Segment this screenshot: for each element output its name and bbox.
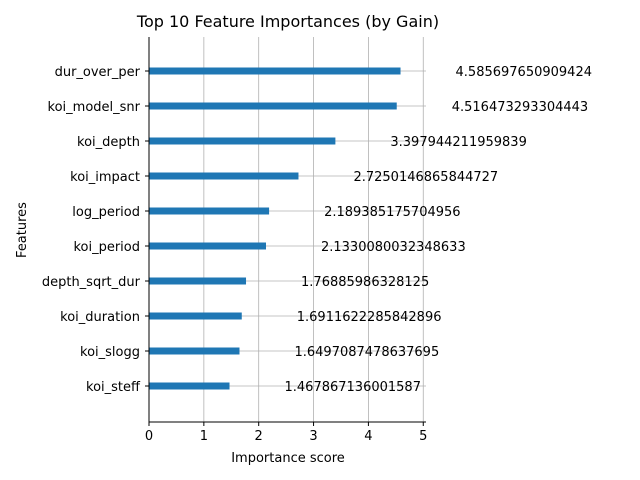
chart-title: Top 10 Feature Importances (by Gain) (136, 12, 439, 31)
value-labels-layer: 4.585697650909424 4.516473293304443 3.3979… (285, 65, 592, 395)
value-label-koi_depth: 3.397944211959839 (390, 135, 526, 150)
bar-dur_over_per (149, 67, 401, 75)
bar-koi_period (149, 242, 266, 250)
y-tick-label-koi_depth: koi_depth (77, 135, 140, 150)
x-tick-label: 3 (309, 429, 317, 444)
value-label-dur_over_per: 4.585697650909424 (456, 65, 592, 80)
y-tick-label-koi_slogg: koi_slogg (80, 345, 140, 360)
value-label-koi_model_snr: 4.516473293304443 (452, 100, 588, 115)
bar-koi_slogg (149, 347, 240, 355)
bar-koi_steff (149, 382, 230, 390)
value-label-koi_impact: 2.7250146865844727 (353, 170, 498, 185)
y-tick-label-log_period: log_period (72, 205, 140, 220)
x-tick-label: 4 (364, 429, 372, 444)
y-tick-label-koi_duration: koi_duration (60, 310, 140, 325)
value-label-depth_sqrt_dur: 1.76885986328125 (301, 275, 429, 290)
bar-koi_depth (149, 137, 336, 145)
y-tick-label-dur_over_per: dur_over_per (55, 65, 141, 80)
bar-depth_sqrt_dur (149, 277, 247, 285)
y-tick-label-depth_sqrt_dur: depth_sqrt_dur (42, 275, 141, 290)
y-axis-label: Features (15, 202, 30, 258)
x-tick-label: 0 (145, 429, 153, 444)
value-label-koi_duration: 1.6911622285842896 (297, 310, 442, 325)
value-label-koi_period: 2.1330080032348633 (321, 240, 466, 255)
x-tick-label: 2 (255, 429, 263, 444)
bar-koi_model_snr (149, 102, 397, 110)
bar-log_period (149, 207, 270, 215)
x-axis-label: Importance score (231, 451, 345, 466)
bars-layer (149, 67, 401, 390)
bar-koi_impact (149, 172, 299, 180)
x-tick-label: 1 (200, 429, 208, 444)
value-label-koi_slogg: 1.6497087478637695 (294, 345, 439, 360)
y-tick-label-koi_steff: koi_steff (86, 380, 141, 395)
grid-layer (148, 37, 426, 422)
y-tick-label-koi_impact: koi_impact (70, 170, 140, 185)
ticks-layer: 0 1 2 3 4 5 dur_over_per koi_model_snr koi_depth… (42, 65, 428, 444)
value-label-koi_steff: 1.467867136001587 (285, 380, 421, 395)
y-tick-label-koi_period: koi_period (73, 240, 140, 255)
bar-koi_duration (149, 312, 242, 320)
x-tick-label: 5 (419, 429, 427, 444)
y-tick-label-koi_model_snr: koi_model_snr (48, 100, 141, 115)
axes-layer (148, 37, 426, 423)
value-label-log_period: 2.189385175704956 (324, 205, 460, 220)
